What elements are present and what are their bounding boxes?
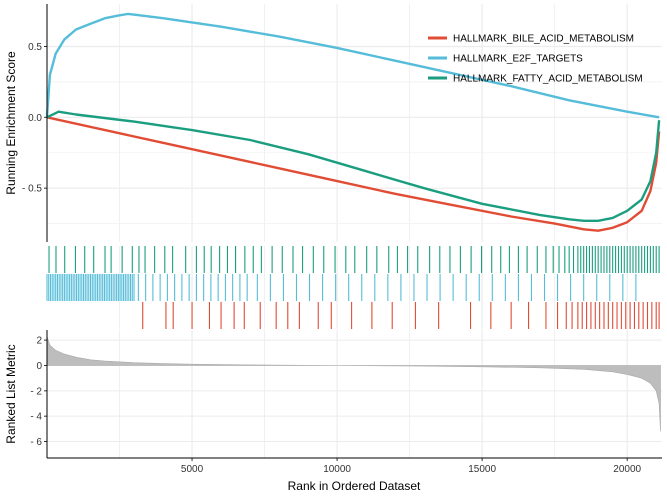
ranked-metric-panel: 2 0 - 2 - 4 - 6 5000 10000 15000 20000 Ranked L… bbox=[4, 330, 662, 493]
series-line-hallmark-e2f-targets bbox=[45, 12, 660, 119]
running-enrichment-panel: 0.5 0.0 - 0.5 Running Enrichment Score HAL… bbox=[4, 4, 662, 242]
ranked-metric-area bbox=[46, 336, 661, 432]
rug-ticks bbox=[46, 246, 660, 329]
rug-grid bbox=[119, 246, 628, 329]
enrichment-y-tick-label: 0.0 bbox=[28, 113, 42, 124]
ranked-x-axis-title: Rank in Ordered Dataset bbox=[288, 479, 421, 493]
series-line-hallmark-fatty-acid-metabolism bbox=[46, 110, 661, 222]
legend: HALLMARK_BILE_ACID_METABOLISM HALLMARK_E2… bbox=[428, 34, 643, 85]
ranked-x-tick-label: 20000 bbox=[613, 464, 641, 475]
legend-label: HALLMARK_FATTY_ACID_METABOLISM bbox=[453, 74, 643, 85]
ranked-y-tick-label: 0 bbox=[36, 361, 42, 372]
ranked-x-tick-label: 10000 bbox=[323, 464, 351, 475]
enrichment-y-tick-label: 0.5 bbox=[28, 42, 42, 53]
enrichment-y-ticks: 0.5 0.0 - 0.5 bbox=[22, 42, 47, 195]
enrichment-y-axis-title: Running Enrichment Score bbox=[4, 51, 18, 195]
legend-label: HALLMARK_BILE_ACID_METABOLISM bbox=[453, 34, 634, 45]
ranked-y-axis-title: Ranked List Metric bbox=[4, 344, 18, 443]
ranked-x-tick-label: 15000 bbox=[468, 464, 496, 475]
ranked-x-ticks: 5000 10000 15000 20000 bbox=[181, 458, 642, 475]
ranked-x-tick-label: 5000 bbox=[181, 464, 204, 475]
ranked-y-tick-label: - 2 bbox=[30, 386, 42, 397]
gene-hit-panel bbox=[46, 246, 660, 329]
legend-label: HALLMARK_E2F_TARGETS bbox=[453, 54, 583, 65]
ranked-grid bbox=[47, 330, 662, 458]
ranked-y-tick-label: - 4 bbox=[30, 412, 42, 423]
enrichment-y-tick-label: - 0.5 bbox=[22, 184, 42, 195]
ranked-y-ticks: 2 0 - 2 - 4 - 6 bbox=[30, 336, 47, 448]
ranked-y-tick-label: - 6 bbox=[30, 437, 42, 448]
enrichment-lines bbox=[45, 12, 661, 232]
ranked-y-tick-label: 2 bbox=[36, 336, 42, 347]
series-line-hallmark-bile-acid-metabolism bbox=[46, 116, 661, 232]
